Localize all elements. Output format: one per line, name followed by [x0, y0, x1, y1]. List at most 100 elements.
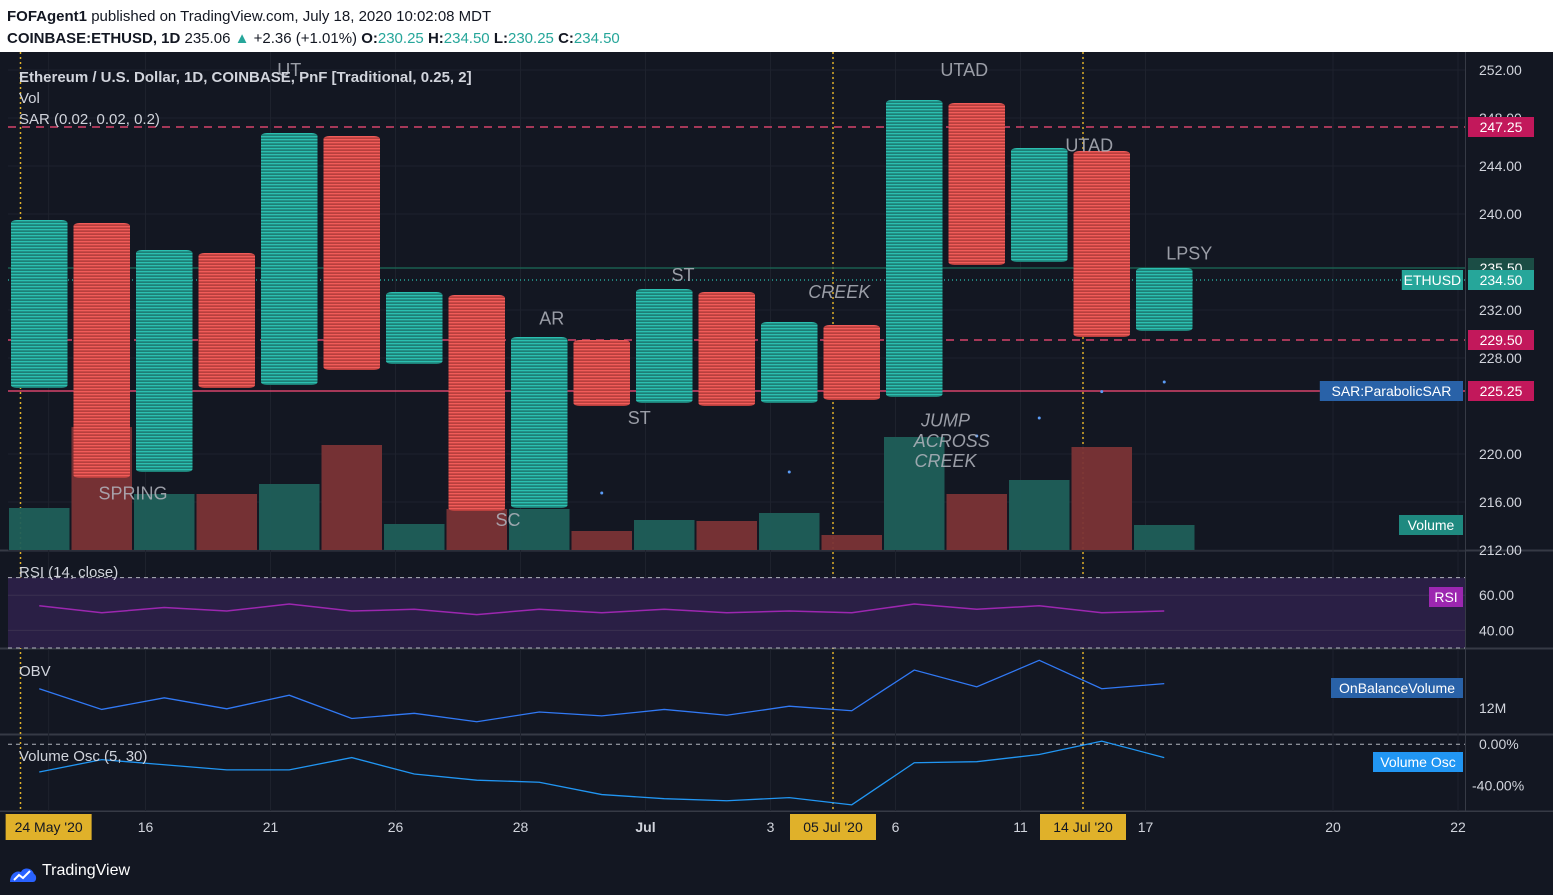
symbol-name[interactable]: COINBASE:ETHUSD, 1D [7, 30, 181, 47]
volume-bar [384, 524, 445, 550]
date-highlight-label: 14 Jul '20 [1053, 819, 1113, 835]
annotation-label: UTAD [940, 60, 988, 80]
annotation-label: UT [277, 60, 301, 80]
legend-sar: SAR (0.02, 0.02, 0.2) [19, 111, 160, 128]
sar-point [600, 491, 604, 495]
time-axis-bg [0, 812, 1553, 850]
pnf-o-column [823, 325, 880, 400]
volume-bar [134, 494, 195, 550]
volume-bar [509, 509, 570, 550]
price-tick-label: 220.00 [1479, 446, 1522, 462]
price-tick-label: 212.00 [1479, 542, 1522, 558]
plot-background [0, 52, 1553, 850]
legend-obv: OBV [19, 663, 51, 680]
time-tick-label: 16 [138, 819, 154, 835]
pnf-o-column [1073, 151, 1130, 337]
symbol-quote-line: COINBASE:ETHUSD, 1D 235.06 ▲ +2.36 (+1.0… [7, 30, 620, 47]
legend-volume-osc: Volume Osc (5, 30) [19, 748, 147, 765]
chart-area[interactable]: UT SPRING SC AR ST ST CREEK UTAD UTAD LPSY JUMPACR… [0, 52, 1553, 850]
price-level-badge-bg [1468, 381, 1534, 401]
obv-tag-bg [1331, 678, 1463, 698]
annotation-label: UTAD [1065, 136, 1113, 156]
axis-tags: 247.25235.50234.50ETHUSD229.50225.25SAR:… [1319, 117, 1534, 772]
volume-bar [1009, 480, 1070, 550]
pnf-x-column [136, 250, 193, 472]
low-value: 230.25 [508, 30, 554, 47]
volume-osc-tick-label: 0.00% [1479, 736, 1519, 752]
pnf-o-column [198, 253, 255, 388]
publisher-name[interactable]: FOFAgent1 [7, 8, 88, 25]
time-tick-label: 26 [388, 819, 404, 835]
volume-bar [1071, 447, 1132, 550]
price-tick-label: 252.00 [1479, 62, 1522, 78]
pnf-o-column [698, 292, 755, 406]
time-tick-label: Jul [635, 819, 655, 835]
time-tick-label: 28 [513, 819, 529, 835]
time-tick-label: 22 [1450, 819, 1466, 835]
pnf-x-column [1136, 268, 1193, 331]
volume-bar [946, 494, 1007, 550]
volume-bar [259, 484, 320, 550]
published-line: FOFAgent1 published on TradingView.com, … [7, 8, 491, 25]
pnf-x-column [261, 133, 318, 385]
low-label: L: [493, 30, 508, 47]
volume-osc-tick-label: -40.00% [1472, 777, 1524, 793]
pnf-x-column [11, 220, 68, 388]
high-value: 234.50 [443, 30, 490, 47]
volume-bar [571, 531, 632, 550]
volume-bar [321, 445, 382, 550]
price-tick-label: 244.00 [1479, 158, 1522, 174]
obv-line [39, 659, 1165, 723]
open-value: 230.25 [377, 30, 424, 47]
volume-bar [759, 513, 820, 550]
price-tick-label: 228.00 [1479, 350, 1522, 366]
volume-bar [696, 521, 757, 550]
price-change: +2.36 (+1.01%) [253, 30, 358, 47]
pnf-o-column [73, 223, 130, 478]
price-tick-label: 240.00 [1479, 206, 1522, 222]
volume-bar [1134, 525, 1195, 550]
time-tick-label: 3 [767, 819, 775, 835]
close-label: C: [558, 30, 574, 47]
pnf-o-column [573, 340, 630, 406]
legend-title: Ethereum / U.S. Dollar, 1D, COINBASE, Pn… [19, 69, 472, 86]
rsi-tick-label: 60.00 [1479, 587, 1514, 603]
tradingview-brand[interactable]: TradingView [42, 862, 131, 879]
time-tick-label: 17 [1138, 819, 1154, 835]
rsi-tag: RSI [1434, 589, 1457, 605]
volume-tag: Volume [1408, 517, 1455, 533]
volume-bar [196, 494, 257, 550]
date-highlight-bg [5, 814, 92, 840]
sar-point [975, 434, 979, 438]
sar-point [1037, 416, 1041, 420]
date-highlight-label: 24 May '20 [15, 819, 83, 835]
volume-osc-line [39, 740, 1165, 806]
time-tick-label: 20 [1325, 819, 1341, 835]
pnf-o-column [323, 136, 380, 370]
pnf-x-column [886, 100, 943, 397]
price-level-badge: 225.25 [1480, 383, 1523, 399]
high-label: H: [427, 30, 444, 47]
annotation-label: CREEK [914, 451, 977, 471]
pnf-columns [11, 100, 1193, 511]
time-axis[interactable]: 24 May '20 16 21 26 28 Jul 3 05 Jul '20 6 11 14 Ju… [0, 812, 1553, 850]
pnf-o-column [948, 103, 1005, 265]
date-highlight-bg [790, 814, 876, 840]
time-tick-label: 11 [1013, 819, 1028, 835]
close-value: 234.50 [573, 30, 620, 47]
volume-bar [884, 437, 945, 550]
annotation-label: AR [539, 308, 564, 328]
annotation-label: CREEK [808, 282, 871, 302]
open-label: O: [361, 30, 378, 47]
chart-grid [0, 52, 1553, 850]
sar-point [1100, 390, 1104, 394]
up-arrow-icon: ▲ [234, 30, 250, 47]
date-highlight-label: 05 Jul '20 [803, 819, 863, 835]
time-tick-label: 21 [263, 819, 279, 835]
annotation-label: ST [671, 265, 694, 285]
annotation-label: SPRING [98, 484, 167, 504]
volume-bar [9, 508, 70, 550]
annotation-label: ST [628, 408, 651, 428]
date-highlight-bg [1040, 814, 1126, 840]
wyckoff-annotations: UT SPRING SC AR ST ST CREEK UTAD UTAD LPSY JUMPACR… [98, 60, 1212, 530]
